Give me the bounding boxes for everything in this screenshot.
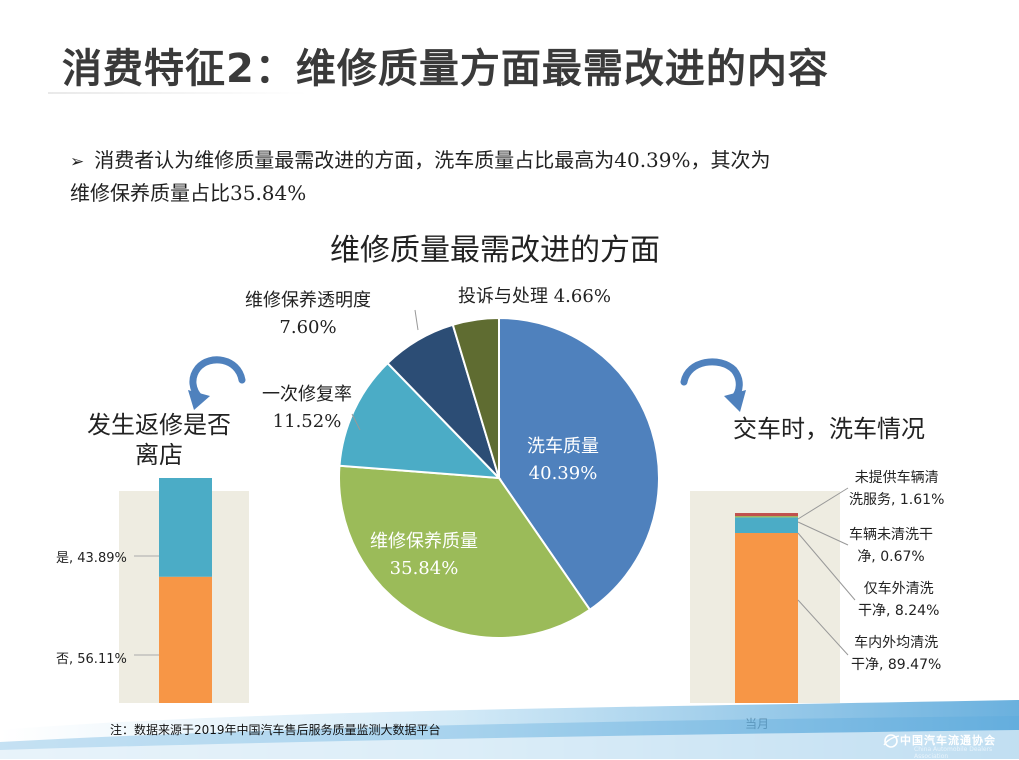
pie-label-tousu: 投诉与处理 4.66% [458, 283, 611, 310]
left-bar-segment [159, 478, 212, 577]
pie-label-name: 维修保养透明度 [245, 290, 371, 311]
right-label-all-clean: 车内外均清洗 干净, 89.47% [851, 632, 941, 676]
right-leader-line [797, 599, 849, 656]
pie-label-value: 40.39% [528, 463, 598, 484]
right-label-not-clean: 车辆未清洗干 净, 0.67% [849, 524, 933, 568]
left-bar-segment [159, 576, 212, 703]
pie-slice [451, 316, 500, 479]
pie-label-xiche: 洗车质量 40.39% [527, 433, 599, 487]
pie-leader-line [351, 413, 361, 431]
pie-slice [498, 316, 660, 612]
left-chart-title: 发生返修是否离店 [84, 410, 234, 470]
pie-label-weixiu-baoyang: 维修保养质量 35.84% [370, 528, 478, 582]
bullet-line-1: 消费者认为维修质量最需改进的方面，洗车质量占比最高为40.39%，其次为 [94, 148, 771, 172]
bottom-wave-decoration [0, 700, 1019, 759]
curved-arrow-left-icon [188, 356, 246, 410]
association-logo-subtext: China Automobile Dealers Association [914, 746, 993, 760]
title-underline [48, 92, 308, 94]
pie-slice [338, 361, 502, 480]
right-label-line: 车辆未清洗干 [849, 527, 933, 543]
right-leader-line [797, 487, 849, 520]
association-logo-icon [883, 734, 900, 748]
right-label-line: 未提供车辆清 [854, 470, 939, 486]
right-label-line: 仅车外清洗 [863, 581, 934, 597]
right-bar-segment [735, 533, 798, 703]
pie-leader-line [414, 309, 419, 331]
summary-bullet: ➢ 消费者认为维修质量最需改进的方面，洗车质量占比最高为40.39%，其次为 维修… [70, 145, 950, 209]
left-chart-title-text: 发生返修是否离店 [87, 411, 231, 469]
right-label-no-service: 未提供车辆清 洗服务, 1.61% [849, 467, 944, 511]
pie-slice [338, 464, 592, 639]
pie-chart-title: 维修质量最需改进的方面 [330, 233, 660, 268]
right-bar-segment [735, 516, 798, 518]
pie-label-value: 35.84% [389, 558, 459, 579]
bullet-arrow-icon: ➢ [70, 152, 85, 172]
pie-label-name: 投诉与处理 [458, 286, 548, 307]
bullet-line-2: 维修保养质量占比35.84% [70, 181, 307, 205]
right-label-line: 车内外均清洗 [854, 635, 939, 651]
association-logo-text: 中国汽车流通协会 [900, 734, 996, 747]
right-label-line: 洗服务, 1.61% [849, 492, 945, 508]
pie-label-touming: 维修保养透明度 7.60% [245, 287, 371, 341]
pie-label-yici-xiufu: 一次修复率 11.52% [262, 381, 352, 435]
right-label-line: 净, 0.67% [857, 549, 925, 565]
footnote: 注：数据来源于2019年中国汽车售后服务质量监测大数据平台 [110, 723, 441, 737]
pie-label-value: 7.60% [279, 317, 337, 338]
pie-label-value: 11.52% [272, 411, 342, 432]
curved-arrow-right-icon [680, 358, 746, 412]
right-label-line: 干净, 8.24% [858, 603, 940, 619]
pie-label-value: 4.66% [553, 286, 611, 307]
pie-label-name: 一次修复率 [262, 384, 352, 405]
left-label-shi: 是, 43.89% [56, 551, 127, 566]
right-label-line: 干净, 89.47% [851, 657, 942, 673]
pie-label-name: 洗车质量 [527, 436, 599, 457]
right-bar-segment [735, 517, 798, 534]
right-leader-line [797, 532, 856, 601]
right-bar-segment [735, 513, 798, 517]
right-leader-line [797, 521, 849, 546]
left-label-fou: 否, 56.11% [56, 652, 127, 667]
right-label-exterior-only: 仅车外清洗 干净, 8.24% [858, 578, 939, 622]
page-title: 消费特征2：维修质量方面最需改进的内容 [62, 46, 829, 92]
pie-label-name: 维修保养质量 [370, 531, 478, 552]
right-chart-title: 交车时，洗车情况 [733, 415, 925, 443]
